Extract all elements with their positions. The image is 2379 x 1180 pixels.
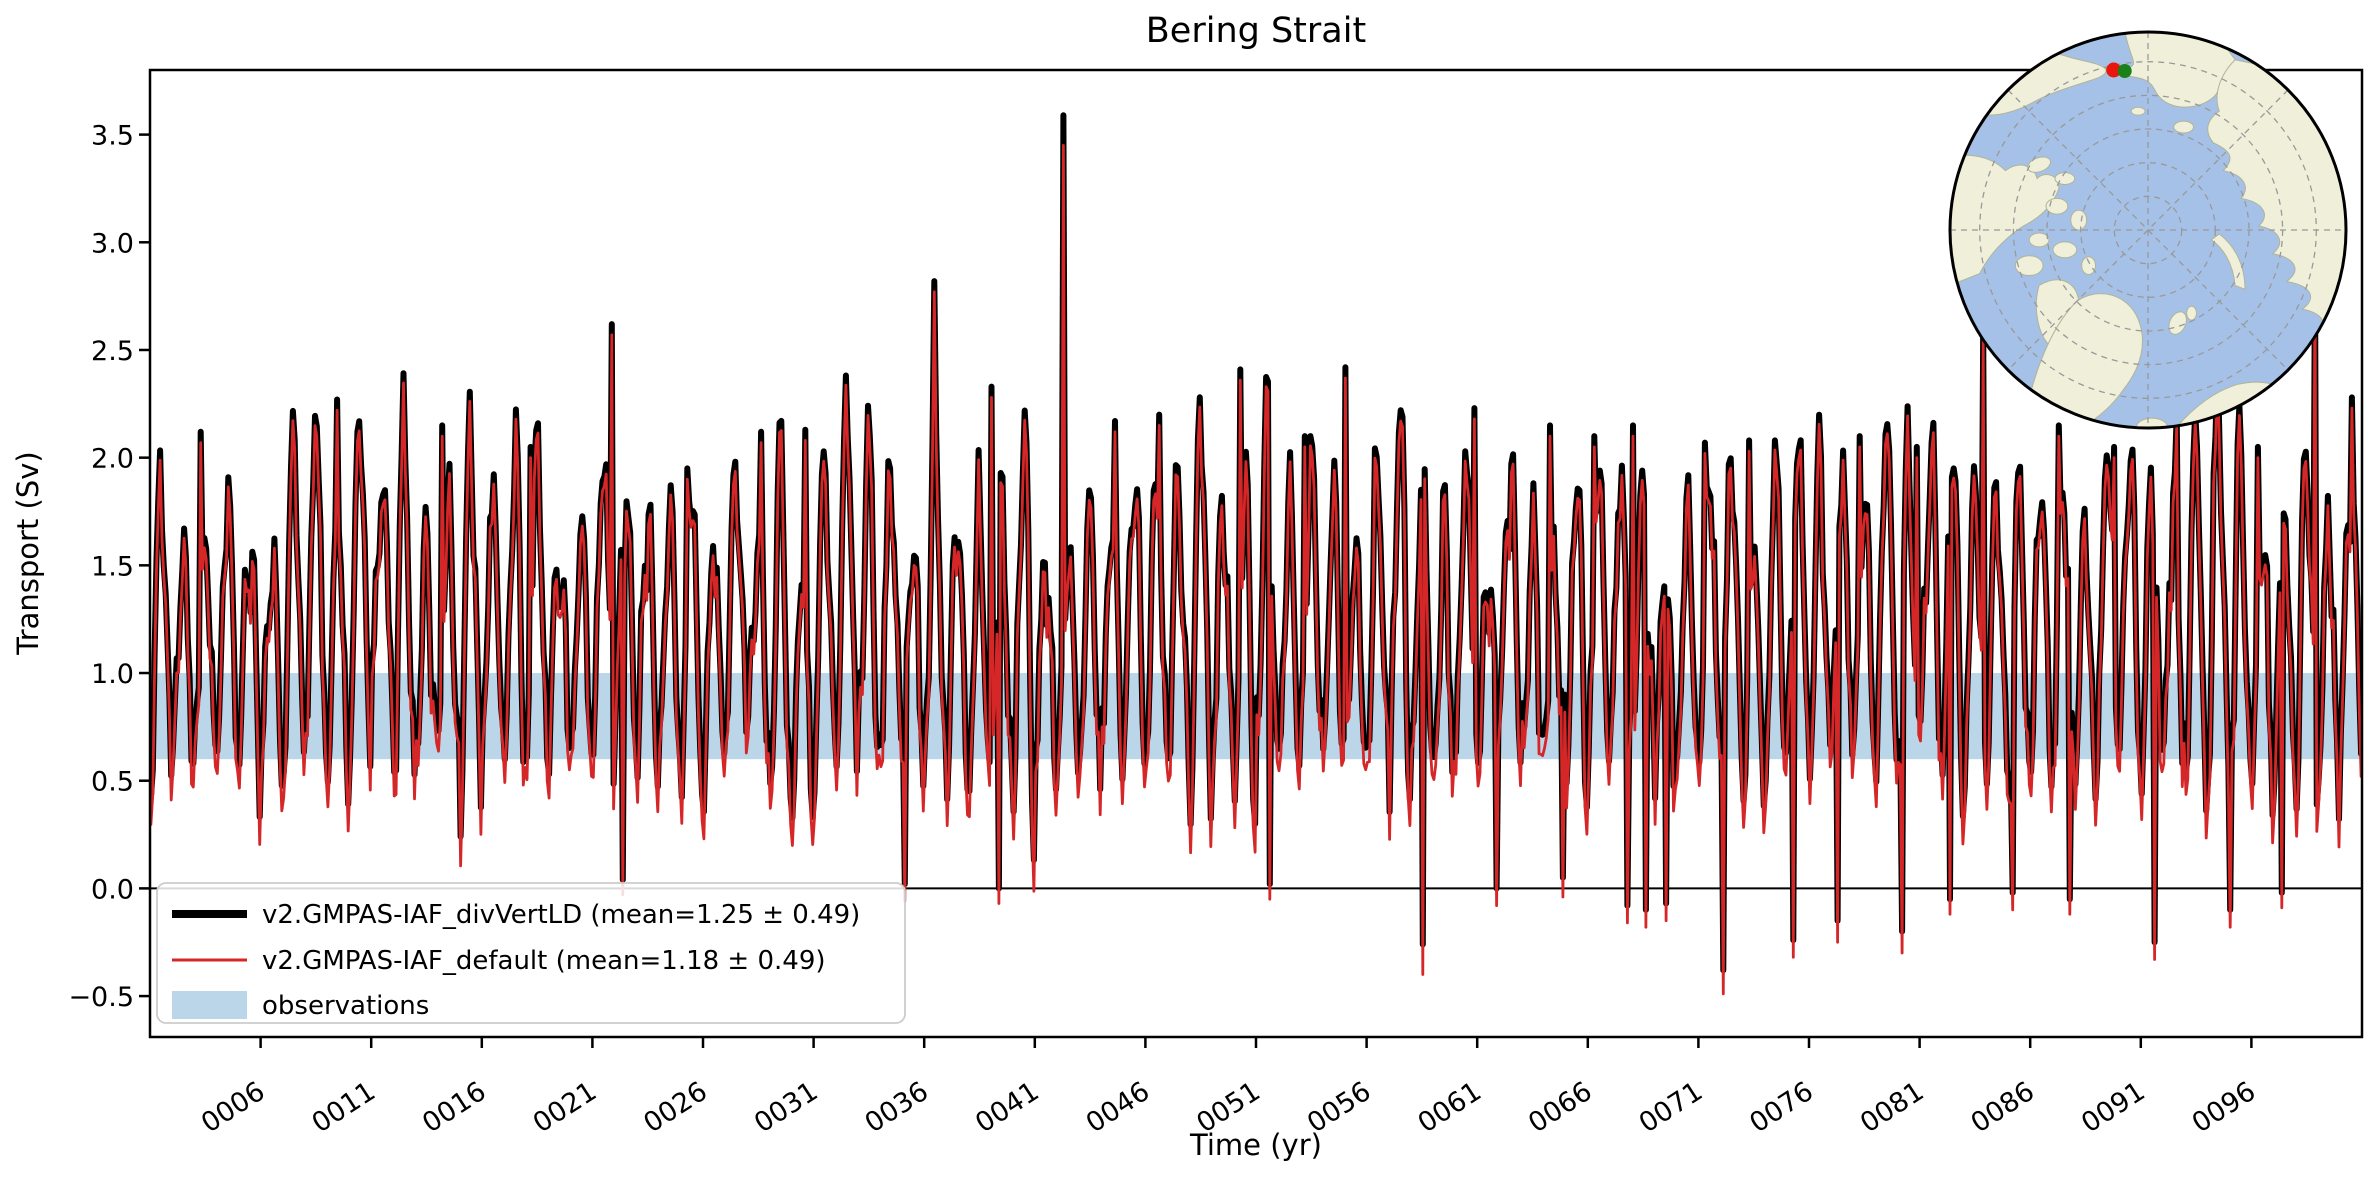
- legend-label-observations: observations: [262, 991, 429, 1021]
- x-axis-label: Time (yr): [1189, 1128, 1322, 1162]
- legend: v2.GMPAS-IAF_divVertLD (mean=1.25 ± 0.49…: [156, 882, 906, 1024]
- map-border: [1948, 30, 2348, 430]
- y-tick-label: 2.5: [91, 336, 134, 367]
- legend-label-default: v2.GMPAS-IAF_default (mean=1.18 ± 0.49): [262, 946, 826, 976]
- y-tick-label: −0.5: [68, 982, 134, 1013]
- y-tick-labels: −0.5 0.0 0.5 1.0 1.5 2.0 2.5 3.0 3.5: [68, 121, 134, 1013]
- land-canada: [1950, 155, 2059, 289]
- transect-marker-red-icon: [2106, 62, 2122, 78]
- legend-box: [156, 882, 906, 1024]
- y-axis-label: Transport (Sv): [11, 451, 45, 656]
- chart-title: Bering Strait: [1146, 11, 1366, 51]
- y-tick-label: 3.0: [91, 228, 134, 259]
- legend-label-divVertLD: v2.GMPAS-IAF_divVertLD (mean=1.25 ± 0.49…: [262, 900, 860, 930]
- y-tick-label: 2.0: [91, 444, 134, 475]
- series-default-line: [150, 144, 2362, 996]
- graticule-meridian: [2007, 89, 2289, 371]
- y-tick-label: 0.0: [91, 874, 134, 905]
- land-island: [2174, 121, 2194, 133]
- y-tick-label: 0.5: [91, 767, 134, 798]
- transect-marker-green-icon: [2117, 64, 2132, 78]
- y-tick-marks: [139, 133, 150, 998]
- map-graticule: [1950, 32, 2346, 428]
- land-svalbard: [2187, 306, 2197, 320]
- plot-area: [150, 112, 2362, 996]
- land-novaya-zemlya: [2211, 234, 2245, 289]
- x-tick-marks: [259, 1037, 2253, 1048]
- y-tick-label: 1.0: [91, 659, 134, 690]
- y-tick-label: 1.5: [91, 551, 134, 582]
- inset-map: [1948, 30, 2348, 430]
- land-svalbard: [2166, 309, 2190, 337]
- land-island: [2053, 242, 2077, 258]
- land-island: [2055, 173, 2075, 185]
- land-island: [2082, 257, 2096, 275]
- land-island: [2015, 256, 2043, 276]
- land-island: [2131, 107, 2145, 115]
- y-tick-label: 3.5: [91, 121, 134, 152]
- legend-swatch-observations: [172, 991, 247, 1019]
- land-island: [2071, 210, 2087, 230]
- land-island: [2029, 233, 2049, 247]
